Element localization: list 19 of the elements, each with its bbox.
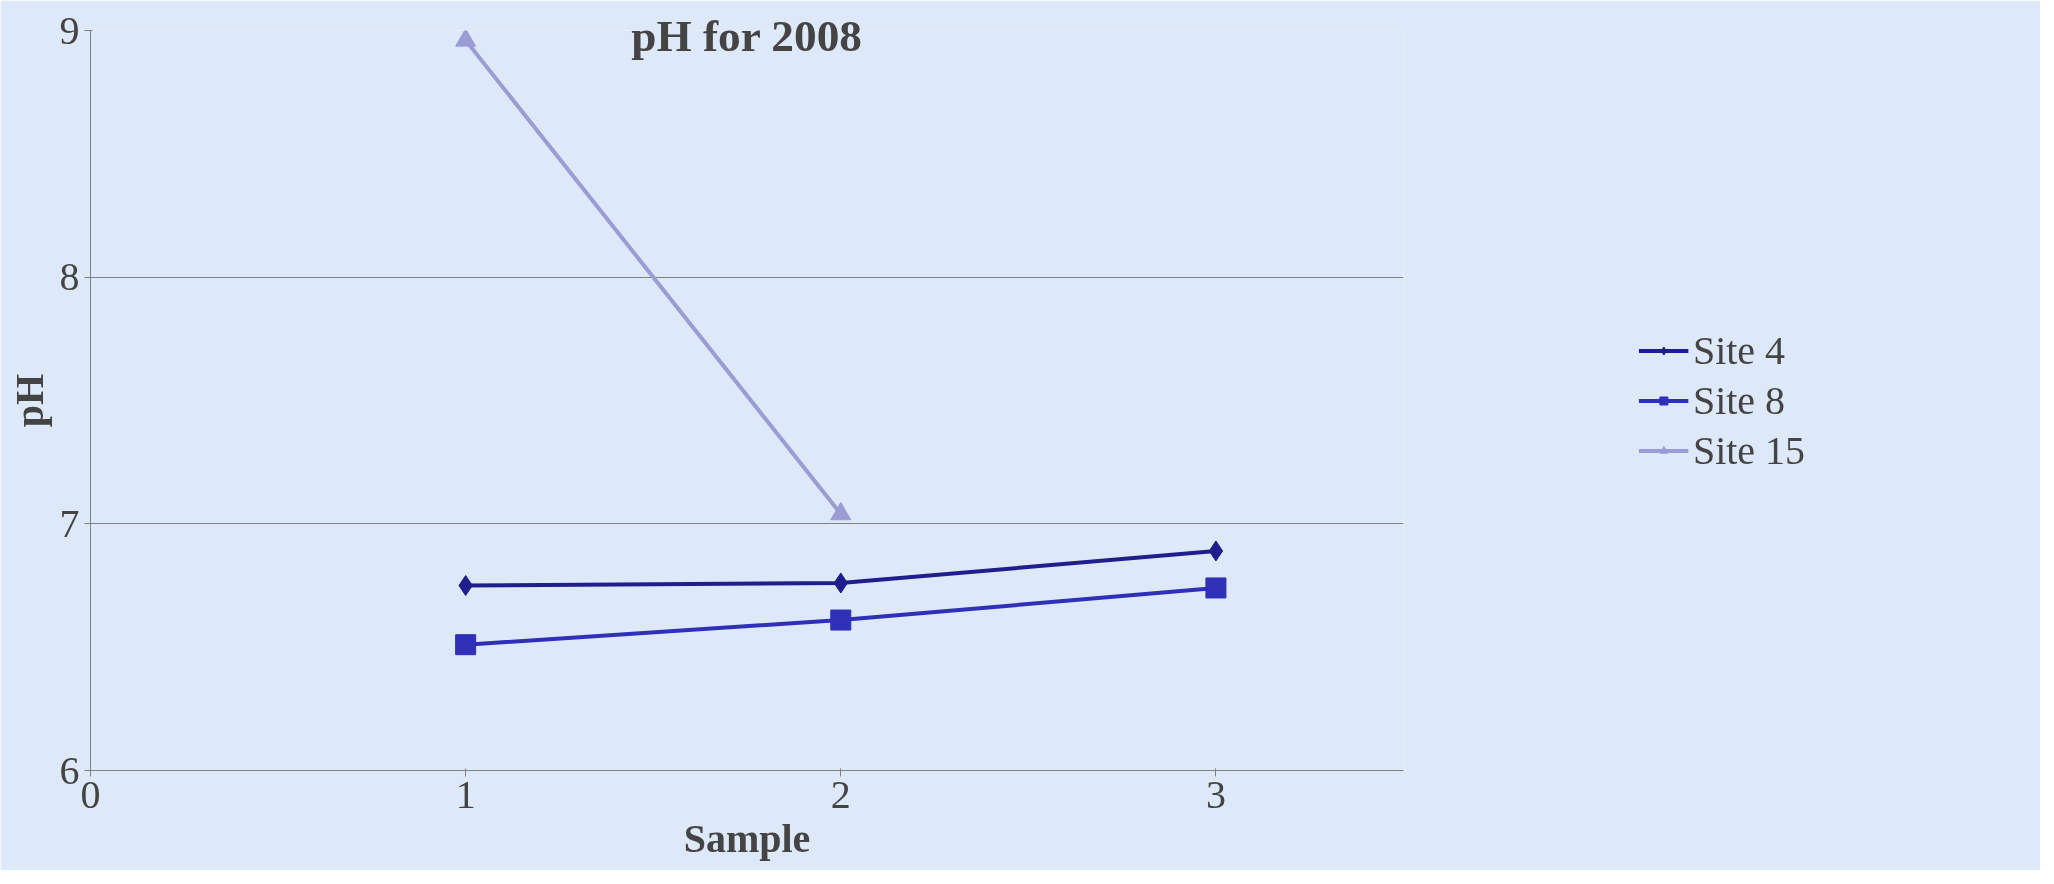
x-tick-label: 0 (80, 771, 101, 817)
y-tick-label: 9 (59, 7, 80, 53)
point (1208, 540, 1224, 562)
point (455, 634, 477, 656)
y-tick-label: 7 (59, 500, 80, 546)
legend-label: Site 4 (1692, 326, 1786, 374)
chart-title: pH for 2008 (631, 10, 863, 61)
point (458, 575, 473, 596)
x-tick-label: 1 (455, 771, 476, 817)
point (1205, 577, 1227, 599)
x-tick-label: 3 (1205, 771, 1226, 817)
x-axis-title: Sample (683, 815, 811, 861)
y-tick-label: 8 (59, 254, 80, 300)
legend-label: Site 8 (1692, 376, 1786, 424)
point (830, 609, 852, 631)
y-axis-title: pH (6, 373, 52, 428)
x-tick-label: 2 (830, 771, 851, 817)
y-tick-label: 6 (59, 747, 80, 793)
legend-label: Site 15 (1692, 426, 1806, 474)
